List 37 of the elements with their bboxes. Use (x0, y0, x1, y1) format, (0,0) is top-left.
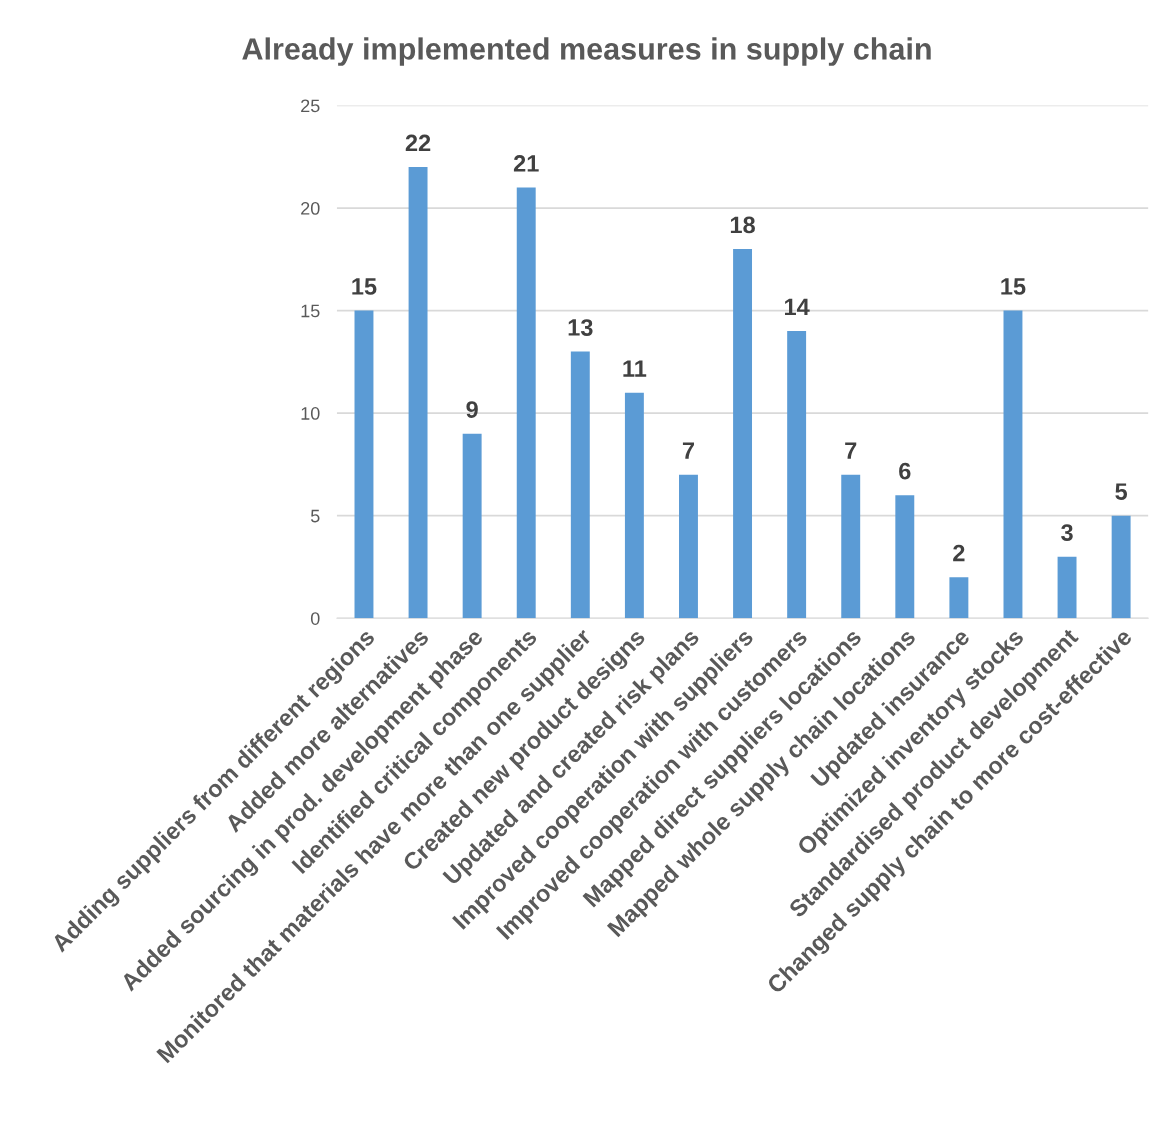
bar (679, 474, 698, 619)
data-label: 2 (953, 544, 965, 562)
data-label: 13 (568, 319, 593, 336)
data-label: 22 (405, 134, 431, 152)
data-label: 9 (466, 401, 478, 418)
bar (1111, 515, 1131, 619)
bar (895, 495, 915, 619)
data-label: 18 (730, 216, 755, 234)
bar (1003, 310, 1023, 619)
y-tick-label: 5 (310, 509, 320, 523)
chart-title: Already implemented measures in supply chain (242, 37, 931, 66)
bar (949, 577, 969, 619)
y-tick-label: 25 (301, 99, 320, 113)
data-label: 5 (1115, 483, 1128, 500)
bar (462, 433, 482, 619)
bar (624, 392, 644, 619)
bar (1057, 556, 1077, 619)
data-label: 14 (784, 298, 810, 316)
bar (787, 331, 807, 619)
data-label: 7 (682, 442, 694, 459)
bar (408, 167, 428, 619)
y-tick-label: 10 (301, 407, 320, 420)
bar (570, 351, 590, 619)
y-tick-label: 0 (310, 612, 320, 625)
bar (733, 249, 753, 619)
y-tick-label: 15 (301, 304, 320, 318)
data-label: 6 (899, 462, 911, 480)
bar (354, 310, 374, 619)
data-label: 21 (513, 155, 539, 172)
bar (841, 474, 861, 619)
data-label: 11 (623, 360, 647, 377)
y-tick-label: 20 (301, 202, 320, 215)
bar (516, 187, 536, 619)
data-label: 7 (845, 442, 857, 459)
data-label: 15 (352, 278, 377, 295)
data-label: 3 (1061, 524, 1073, 541)
data-label: 15 (1001, 278, 1026, 295)
